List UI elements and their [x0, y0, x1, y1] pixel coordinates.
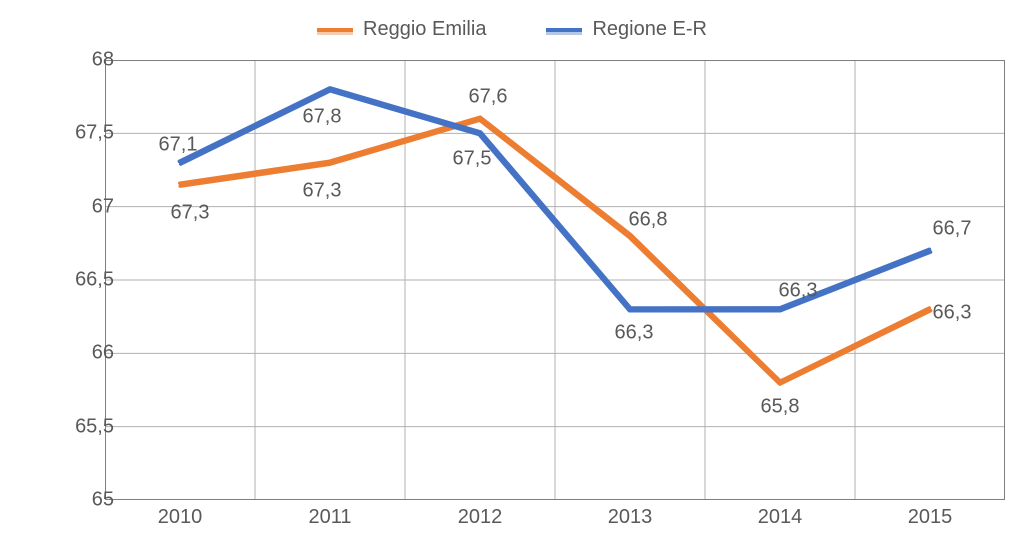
- data-label: 67,3: [303, 179, 342, 202]
- data-label: 66,8: [629, 209, 668, 232]
- x-tick-label: 2010: [105, 506, 255, 529]
- legend-label: Reggio Emilia: [363, 18, 486, 41]
- plot-svg: [105, 60, 1005, 500]
- y-tick-label: 66: [34, 342, 114, 365]
- data-label: 66,3: [615, 322, 654, 345]
- data-label: 66,3: [779, 280, 818, 303]
- y-tick-label: 67: [34, 195, 114, 218]
- data-label: 67,3: [171, 201, 210, 224]
- data-label: 67,6: [469, 85, 508, 108]
- data-label: 66,3: [933, 302, 972, 325]
- line-chart: Reggio Emilia Regione E-R 65 65,5 66 66,5 67…: [0, 0, 1024, 546]
- x-tick-label: 2014: [705, 506, 855, 529]
- y-tick-label: 67,5: [34, 122, 114, 145]
- y-tick-label: 65: [34, 489, 114, 512]
- y-tick-label: 68: [34, 49, 114, 72]
- data-label: 67,5: [453, 148, 492, 171]
- legend-item-reggio-emilia: Reggio Emilia: [317, 18, 486, 41]
- data-label: 66,7: [933, 217, 972, 240]
- x-tick-label: 2011: [255, 506, 405, 529]
- legend: Reggio Emilia Regione E-R: [0, 18, 1024, 41]
- y-tick-label: 66,5: [34, 269, 114, 292]
- legend-swatch: [546, 28, 582, 32]
- data-label: 67,8: [303, 106, 342, 129]
- y-tick-label: 65,5: [34, 415, 114, 438]
- legend-swatch: [317, 28, 353, 32]
- x-tick-label: 2013: [555, 506, 705, 529]
- data-label: 67,1: [159, 133, 198, 156]
- plot-area: [105, 60, 1005, 500]
- x-tick-label: 2015: [855, 506, 1005, 529]
- legend-item-regione-er: Regione E-R: [546, 18, 707, 41]
- x-tick-label: 2012: [405, 506, 555, 529]
- legend-label: Regione E-R: [592, 18, 707, 41]
- data-label: 65,8: [761, 395, 800, 418]
